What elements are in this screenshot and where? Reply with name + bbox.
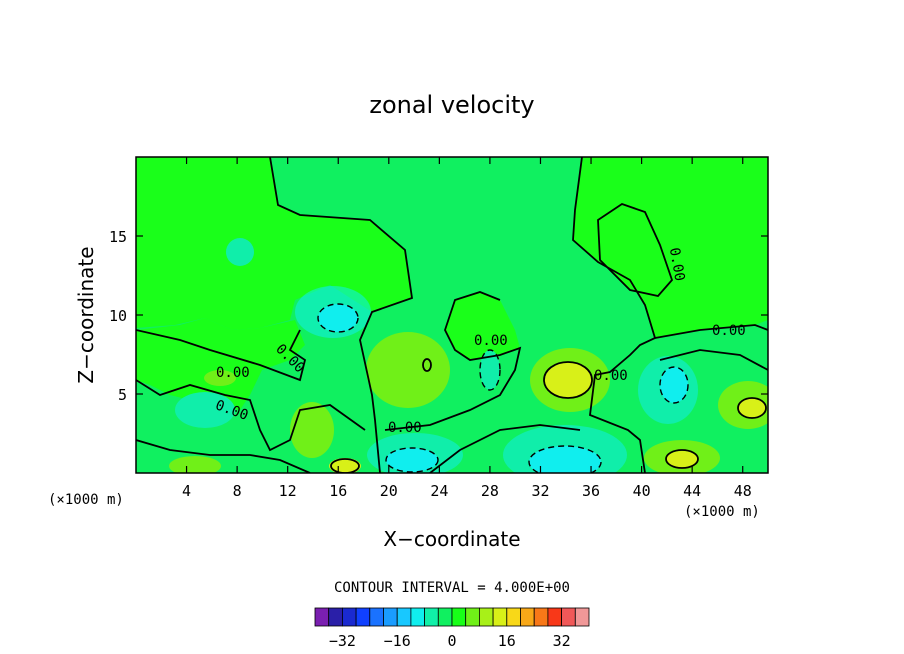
positive-core: [329, 458, 361, 473]
x-tick-label: 16: [329, 482, 347, 500]
x-multiplier-label-left: (×1000 m): [48, 492, 124, 508]
y-axis-label: Z−coordinate: [74, 246, 98, 383]
x-tick-label: 12: [279, 482, 297, 500]
positive-contour: [330, 458, 360, 473]
negative-contour: [479, 349, 501, 391]
colorbar: [314, 607, 590, 627]
colorbar-swatch: [369, 607, 384, 627]
x-tick-label: 28: [481, 482, 499, 500]
field-zero-region: [136, 318, 305, 410]
negative-core: [660, 367, 688, 403]
zero-contour: [136, 439, 311, 473]
colorbar-swatch: [355, 607, 371, 627]
positive-contour: [737, 397, 767, 419]
colorbar-swatch: [547, 607, 563, 627]
contour-label: 0.00: [666, 246, 688, 282]
zero-contour: [269, 157, 413, 473]
contour-lines: [136, 157, 768, 473]
y-tick-label: 10: [109, 307, 127, 325]
negative-contour: [528, 445, 602, 473]
plot-area: [136, 157, 768, 473]
contour-label: 0.00: [388, 420, 422, 436]
positive-core: [169, 456, 221, 473]
positive-contour: [422, 358, 432, 372]
contour-label: 0.00: [474, 333, 508, 349]
colorbar-swatch: [520, 607, 535, 627]
colorbar-tick-label: 16: [498, 632, 516, 650]
zero-contour: [572, 157, 657, 473]
colorbar-swatch: [561, 607, 576, 627]
negative-core: [480, 350, 500, 390]
contour-label: 0.00: [594, 368, 628, 384]
colorbar-swatch: [451, 607, 467, 627]
negative-core: [529, 446, 601, 473]
colorbar-swatch: [478, 607, 494, 627]
colorbar-swatch: [574, 607, 590, 627]
x-tick-label: 4: [182, 482, 191, 500]
negative-core: [175, 392, 235, 428]
colorbar-swatch: [410, 607, 425, 627]
negative-core: [318, 304, 358, 332]
x-tick-label: 48: [734, 482, 752, 500]
field-zero-region: [445, 292, 520, 360]
positive-core: [738, 398, 766, 418]
colorbar-swatch: [328, 607, 343, 627]
colorbar-tick-labels: −32 −16 0 16 32: [329, 632, 571, 650]
colorbar-swatch: [492, 607, 508, 627]
chart-title: zonal velocity: [369, 91, 534, 119]
contour-interval-label: CONTOUR INTERVAL = 4.000E+00: [334, 580, 570, 596]
positive-core: [666, 451, 698, 469]
x-tick-label: 8: [233, 482, 242, 500]
positive-core: [366, 332, 450, 408]
zero-contour: [384, 291, 522, 431]
colorbar-swatch: [437, 607, 453, 627]
negative-core: [386, 448, 438, 472]
colorbar-swatch: [383, 607, 398, 627]
x-tick-label: 36: [582, 482, 600, 500]
x-multiplier-label-right: (×1000 m): [684, 504, 760, 520]
positive-contour: [665, 449, 699, 469]
zero-contour: [597, 203, 674, 297]
positive-core: [290, 402, 334, 458]
colorbar-swatch: [396, 607, 412, 627]
colorbar-tick-label: 0: [447, 632, 456, 650]
y-ticks: 5 10 15: [109, 228, 768, 404]
colorbar-swatch: [533, 607, 549, 627]
negative-contour: [385, 447, 439, 473]
contour-label: 0.00: [216, 365, 250, 381]
zero-contour: [136, 379, 366, 452]
zero-contour: [654, 324, 768, 339]
x-ticks: 4 8 12 16 20 24 28 32 36 40 44 48: [182, 157, 752, 500]
colorbar-tick-label: −32: [329, 632, 356, 650]
y-tick-label: 5: [118, 386, 127, 404]
colorbar-tick-label: 32: [553, 632, 571, 650]
y-tick-label: 15: [109, 228, 127, 246]
colorbar-swatch: [506, 607, 521, 627]
x-tick-label: 32: [531, 482, 549, 500]
zero-contour: [136, 329, 307, 382]
colorbar-swatch: [341, 607, 357, 627]
positive-core: [544, 362, 592, 398]
x-tick-label: 44: [683, 482, 701, 500]
contour-label: 0.00: [712, 323, 746, 339]
colorbar-swatch: [424, 607, 439, 627]
field-zero-region: [573, 157, 768, 338]
colorbar-tick-label: −16: [384, 632, 411, 650]
negative-contour: [659, 366, 689, 404]
colorbar-swatch: [314, 607, 330, 627]
positive-contour: [543, 361, 593, 399]
x-tick-label: 20: [380, 482, 398, 500]
positive-core: [204, 370, 236, 386]
negative-core: [226, 238, 254, 266]
zero-contour: [429, 424, 581, 473]
negative-contours: [317, 303, 689, 473]
zero-contour: [659, 349, 768, 371]
field-zero-region: [136, 157, 412, 330]
x-tick-label: 24: [430, 482, 448, 500]
x-tick-label: 40: [633, 482, 651, 500]
negative-contour: [317, 303, 359, 333]
colorbar-swatch: [465, 607, 480, 627]
x-axis-label: X−coordinate: [383, 527, 520, 551]
